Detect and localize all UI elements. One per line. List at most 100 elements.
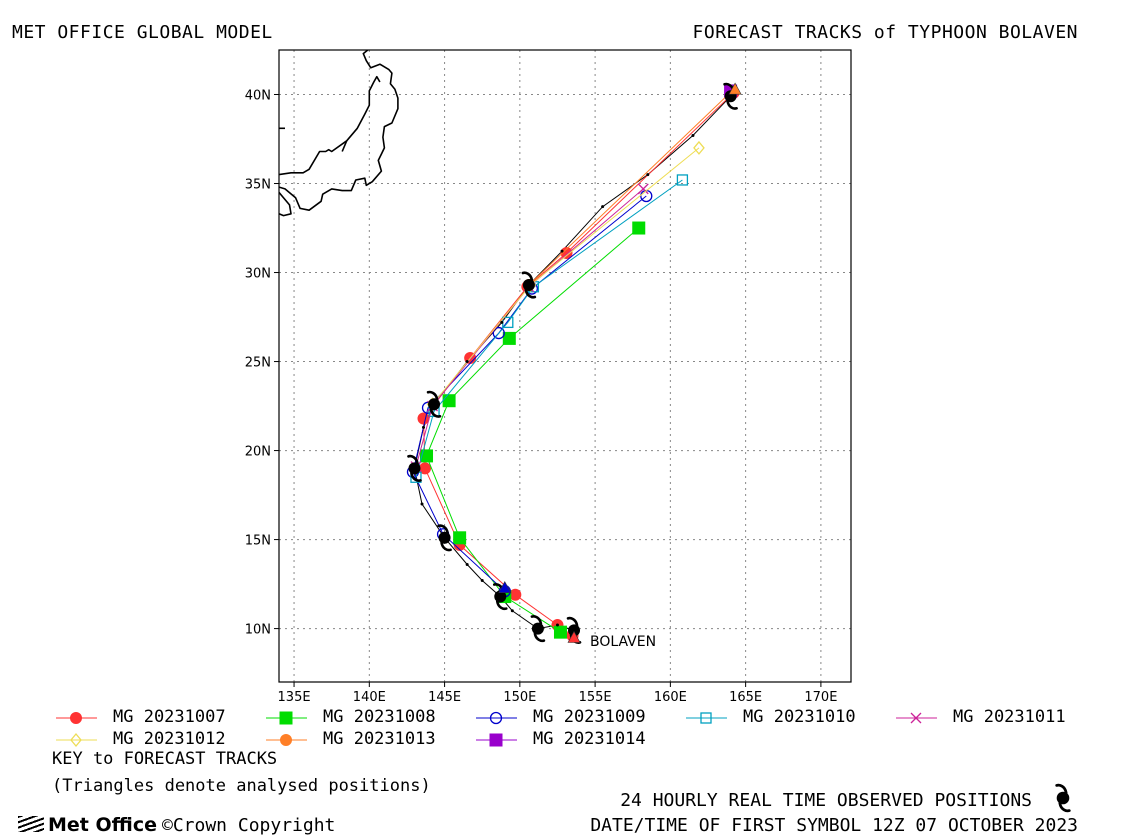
typhoon-eye — [531, 622, 544, 635]
track-marker — [553, 625, 567, 639]
lat-tick-label: 15N — [245, 534, 271, 549]
track-marker — [693, 140, 705, 155]
forecast-track — [426, 140, 705, 412]
track-marker — [280, 734, 292, 746]
forecast-track-line — [528, 90, 733, 286]
track-marker — [70, 732, 82, 748]
lat-tick-label: 25N — [245, 356, 271, 371]
coastline — [341, 140, 348, 152]
typhoon-arm — [530, 615, 543, 625]
track-marker — [492, 326, 505, 340]
observed-point — [420, 502, 424, 506]
legend-swatch — [266, 711, 307, 725]
legend-swatch — [56, 712, 97, 724]
legend-label: MG 20231013 — [323, 729, 436, 749]
typhoon-symbol — [530, 615, 546, 643]
typhoon-arm — [440, 541, 452, 552]
typhoon-arm — [1058, 801, 1071, 813]
copyright-text: ©Crown Copyright — [162, 815, 336, 836]
typhoon-arm — [429, 407, 442, 418]
coastline — [279, 50, 399, 211]
track-marker — [442, 394, 456, 408]
map-gridlines — [279, 50, 851, 682]
observed-point — [480, 579, 484, 583]
forecast-tracks — [406, 84, 740, 642]
track-marker — [676, 174, 689, 186]
lon-tick-label: 150E — [503, 690, 536, 705]
coastlines — [279, 50, 399, 217]
observed-point — [465, 360, 469, 364]
lon-tick-label: 145E — [428, 690, 461, 705]
track-marker — [453, 531, 467, 545]
legend-swatch — [56, 732, 97, 748]
storm-name-label: BOLAVEN — [590, 634, 656, 650]
met-office-logo: Met Office — [18, 814, 157, 836]
lat-tick-label: 35N — [245, 178, 271, 193]
track-marker — [632, 221, 646, 235]
coastline — [279, 191, 292, 217]
typhoon-arm — [524, 288, 537, 299]
legend-swatch — [266, 734, 307, 746]
forecast-track-line — [415, 179, 683, 478]
observed-positions — [407, 82, 738, 644]
typhoon-arm — [407, 454, 419, 465]
typhoon-arm — [495, 600, 508, 611]
track-marker — [560, 246, 573, 259]
typhoon-arm — [726, 99, 738, 110]
typhoon-arm — [521, 271, 534, 282]
typhoon-eye — [522, 278, 535, 291]
track-marker — [417, 412, 430, 425]
typhoon-symbol-icon — [1055, 783, 1071, 813]
forecast-track — [410, 183, 649, 473]
forecast-track-line — [422, 92, 734, 637]
lon-tick-label: 170E — [804, 690, 837, 705]
typhoon-arm — [410, 472, 422, 482]
map-frame — [278, 49, 852, 683]
lon-tick-label: 140E — [353, 690, 386, 705]
lon-tick-label: 135E — [278, 690, 311, 705]
forecast-track — [522, 84, 739, 291]
observed-point — [555, 623, 559, 627]
observed-point — [510, 609, 514, 613]
track-marker — [489, 733, 503, 747]
observed-point — [560, 249, 564, 253]
forecast-track-line — [415, 188, 644, 467]
lon-tick-label: 155E — [579, 690, 612, 705]
typhoon-eye — [494, 590, 507, 603]
observed-point — [500, 320, 504, 324]
typhoon-arm — [566, 616, 579, 627]
logo-lines-icon — [18, 816, 44, 832]
lat-tick-label: 30N — [245, 267, 271, 282]
track-marker — [279, 711, 293, 725]
lat-tick-label: 40N — [245, 89, 271, 104]
track-marker — [502, 331, 516, 345]
typhoon-eye — [428, 398, 441, 411]
typhoon-symbol — [437, 524, 452, 552]
track-marker — [700, 712, 712, 724]
typhoon-eye — [1056, 791, 1070, 805]
model-title: MET OFFICE GLOBAL MODEL — [12, 22, 273, 43]
analysed-position-triangle — [728, 82, 742, 95]
track-marker — [420, 449, 434, 463]
typhoon-symbol — [1055, 783, 1071, 813]
analysed-position-triangle — [567, 630, 581, 643]
axis-ticks: 135E 140E 145E 150E 155E 160E 165E 170E 10N 15N 20… — [245, 89, 838, 705]
typhoon-symbol — [426, 390, 442, 418]
legend-label: MG 20231008 — [323, 707, 436, 727]
legend-label: MG 20231014 — [533, 729, 646, 749]
legend-label: MG 20231012 — [113, 729, 226, 749]
legend-swatch — [686, 712, 727, 724]
typhoon-arm — [426, 390, 439, 401]
track-marker — [70, 712, 82, 724]
legend-label: MG 20231007 — [113, 707, 226, 727]
observed-positions-note: 24 HOURLY REAL TIME OBSERVED POSITIONS — [620, 790, 1032, 811]
track-marker — [509, 588, 522, 601]
typhoon-arm — [533, 632, 546, 643]
key-title: KEY to FORECAST TRACKS — [52, 749, 278, 769]
typhoon-eye — [438, 531, 451, 544]
legend-swatch — [476, 711, 517, 725]
legend-swatch — [896, 712, 937, 724]
forecast-track-line — [432, 147, 700, 405]
typhoon-eye — [408, 462, 421, 475]
